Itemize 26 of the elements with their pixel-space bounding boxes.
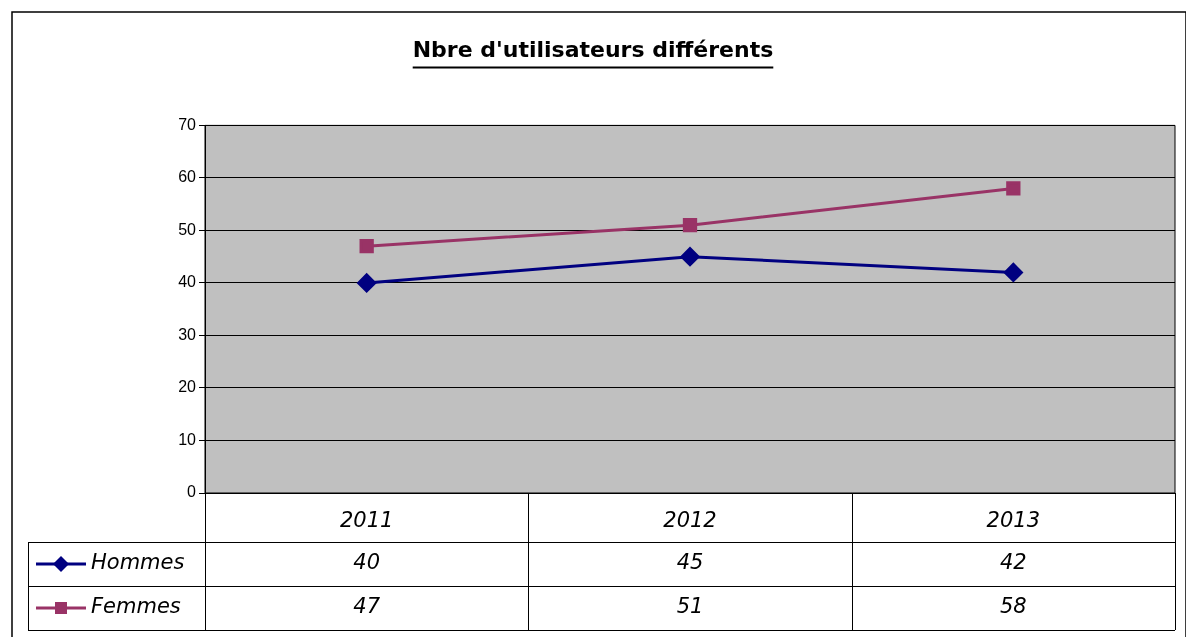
y-tick-label: 0 [187, 483, 197, 501]
y-tick-label: 70 [178, 115, 197, 133]
y-tick-label: 60 [178, 168, 197, 186]
data-label: 40 [353, 550, 381, 575]
y-tick-label: 30 [178, 325, 197, 343]
x-tick-label: 2013 [986, 508, 1041, 533]
point [357, 273, 377, 293]
y-tick-label: 20 [178, 378, 197, 396]
chart-title: Nbre d'utilisateurs différents [412, 36, 774, 62]
point [680, 247, 700, 267]
y-tick-label: 50 [178, 220, 197, 238]
y-tick-label: 10 [178, 430, 197, 448]
data-label: 58 [999, 594, 1027, 619]
legend-label: Hommes [91, 550, 185, 575]
x-tick-label: 2011 [339, 508, 394, 533]
data-label: 42 [999, 550, 1027, 575]
point [1006, 181, 1021, 196]
legend-label: Femmes [91, 594, 181, 619]
point [682, 218, 698, 233]
point [1003, 262, 1023, 282]
data-label: 51 [676, 594, 704, 619]
data-label: 47 [353, 594, 381, 619]
data-label: 45 [676, 550, 704, 575]
x-tick-label: 2012 [663, 508, 717, 533]
y-tick-label: 40 [178, 273, 197, 291]
point [359, 239, 374, 254]
